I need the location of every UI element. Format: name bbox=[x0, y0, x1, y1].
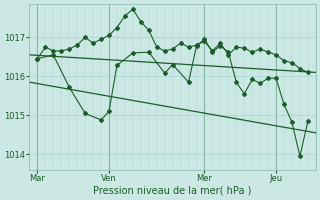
X-axis label: Pression niveau de la mer( hPa ): Pression niveau de la mer( hPa ) bbox=[93, 186, 252, 196]
